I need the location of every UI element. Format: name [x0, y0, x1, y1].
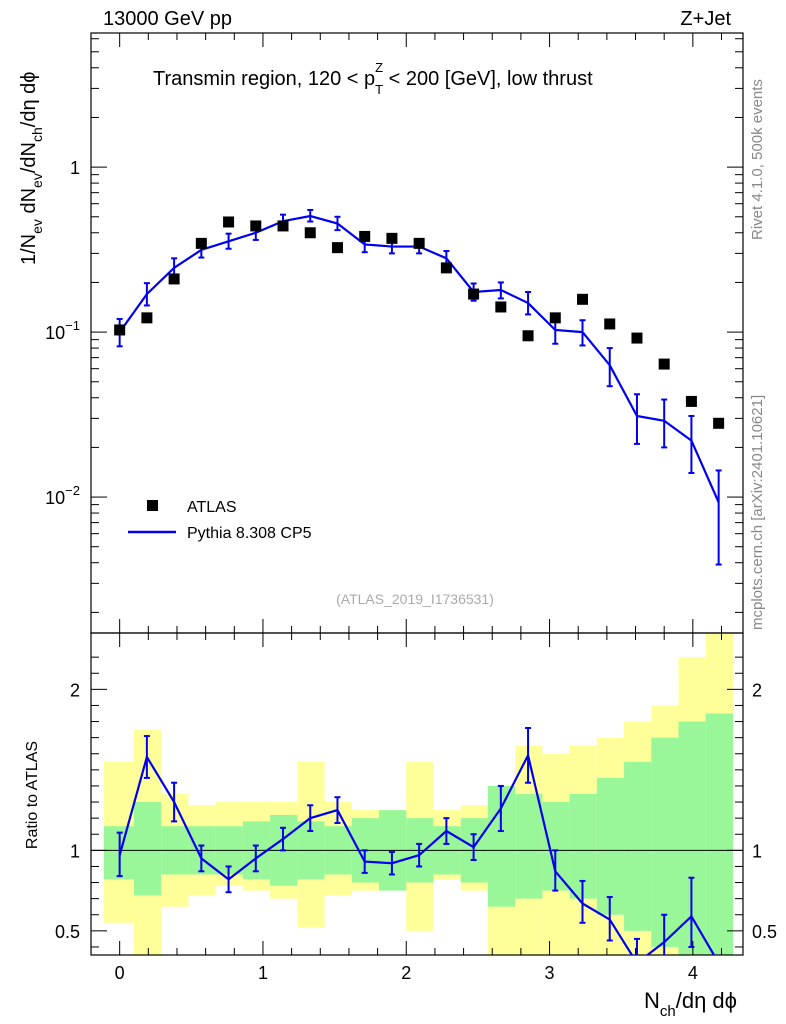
atlas-data-point — [304, 227, 316, 239]
legend-pythia-label: Pythia 8.308 CP5 — [187, 525, 312, 542]
ratio-uncertainty-bands — [91, 633, 743, 955]
legend-atlas-label: ATLAS — [187, 499, 237, 516]
atlas-data-point — [440, 262, 452, 274]
title-part-b: < 200 [GeV], low thrust — [383, 68, 593, 90]
y-tick-base: 10 — [45, 488, 65, 508]
atlas-data-point — [195, 237, 207, 249]
atlas-data-point — [168, 273, 180, 285]
main-series — [114, 208, 725, 566]
atlas-data-point — [522, 330, 534, 342]
x-axis-label: Nch/dη dϕ — [644, 988, 737, 1020]
title-part-a: Transmin region, 120 < p — [153, 68, 375, 90]
y-tick-label: 1 — [70, 158, 80, 178]
legend: ATLAS Pythia 8.308 CP5 — [128, 499, 312, 542]
rivet-version-label: Rivet 4.1.0, 500k events — [749, 79, 766, 240]
ylabel-p6: /dη dϕ — [18, 72, 40, 128]
band-green-bin — [596, 777, 625, 915]
atlas-data-point — [713, 417, 725, 429]
atlas-data-point — [141, 312, 153, 324]
atlas-data-point — [223, 216, 235, 228]
title-sub-t: T — [375, 82, 383, 97]
xlabel-p2: /dη dϕ — [676, 988, 737, 1013]
atlas-data-point — [658, 358, 670, 370]
header-left-label: 13000 GeV pp — [103, 8, 232, 30]
atlas-data-point — [495, 301, 507, 313]
ratio-y-tick-label-right: 0.5 — [752, 922, 777, 942]
main-axis-ticks: 110−110−2 — [45, 33, 743, 633]
band-green-bin — [651, 737, 679, 947]
analysis-watermark: (ATLAS_2019_I1736531) — [336, 591, 494, 607]
x-tick-label: 1 — [258, 963, 268, 983]
x-tick-label: 4 — [688, 963, 698, 983]
x-tick-label: 3 — [545, 963, 555, 983]
ratio-axis-ticks: 0 1 2 3 4 0.5 0.5 1 1 2 2 — [55, 633, 777, 983]
y-tick-exponent: −2 — [65, 483, 80, 498]
plot-title: Transmin region, 120 < pTZ < 200 [GeV], … — [153, 60, 593, 97]
atlas-data-point — [386, 232, 398, 244]
band-green-bin — [624, 761, 652, 931]
ylabel-p2: dN — [18, 188, 40, 219]
atlas-data-point — [359, 230, 371, 242]
ratio-series — [116, 726, 716, 955]
ylabel-p4: /dN — [18, 142, 40, 173]
ylabel-p0: 1/N — [18, 234, 40, 265]
y-tick-label: 10−1 — [45, 318, 80, 343]
ylabel-p1: ev — [29, 219, 45, 234]
atlas-data-point — [114, 324, 126, 336]
atlas-data-point — [549, 312, 561, 324]
band-green-bin — [515, 794, 543, 899]
x-tick-label: 0 — [115, 963, 125, 983]
ratio-series-line — [118, 752, 716, 955]
main-panel-frame — [90, 32, 744, 634]
atlas-data-point — [604, 318, 616, 330]
ratio-y-tick-label-right: 2 — [752, 680, 762, 700]
y-tick-base: 10 — [45, 323, 65, 343]
ratio-clipped-group — [116, 726, 716, 955]
mcplots-source-label: mcplots.cern.ch [arXiv:2401.10621] — [749, 395, 766, 630]
ylabel-p3: ev — [29, 173, 45, 188]
band-green-bin — [133, 802, 162, 896]
atlas-data-point — [250, 220, 262, 232]
atlas-data-point — [685, 395, 697, 407]
ratio-y-tick-label: 1 — [70, 841, 80, 861]
ylabel-p5: ch — [29, 127, 45, 142]
atlas-data-point — [468, 288, 480, 300]
atlas-data-point — [277, 220, 289, 232]
xlabel-p0: N — [644, 988, 660, 1013]
ratio-panel-frame — [90, 632, 744, 956]
ratio-y-tick-label-right: 1 — [752, 841, 762, 861]
ratio-y-axis-label: Ratio to ATLAS — [24, 741, 41, 849]
ratio-y-tick-label: 0.5 — [55, 922, 80, 942]
header-right-label: Z+Jet — [680, 8, 731, 30]
atlas-data-point — [331, 242, 343, 254]
atlas-data-point — [413, 237, 425, 249]
band-green-bin — [705, 713, 733, 955]
y-tick-exponent: −1 — [65, 318, 80, 333]
atlas-data-point — [631, 332, 643, 344]
ratio-y-tick-label: 2 — [70, 680, 80, 700]
atlas-data-point — [577, 293, 589, 305]
x-tick-label: 2 — [401, 963, 411, 983]
xlabel-p1: ch — [660, 1003, 676, 1020]
mc-series-line — [118, 214, 720, 503]
title-sup-z: Z — [375, 60, 383, 75]
legend-atlas-marker — [147, 500, 158, 511]
y-tick-label: 10−2 — [45, 483, 80, 508]
main-y-axis-label: 1/Nev dNev/dNch/dη dϕ — [18, 72, 45, 265]
